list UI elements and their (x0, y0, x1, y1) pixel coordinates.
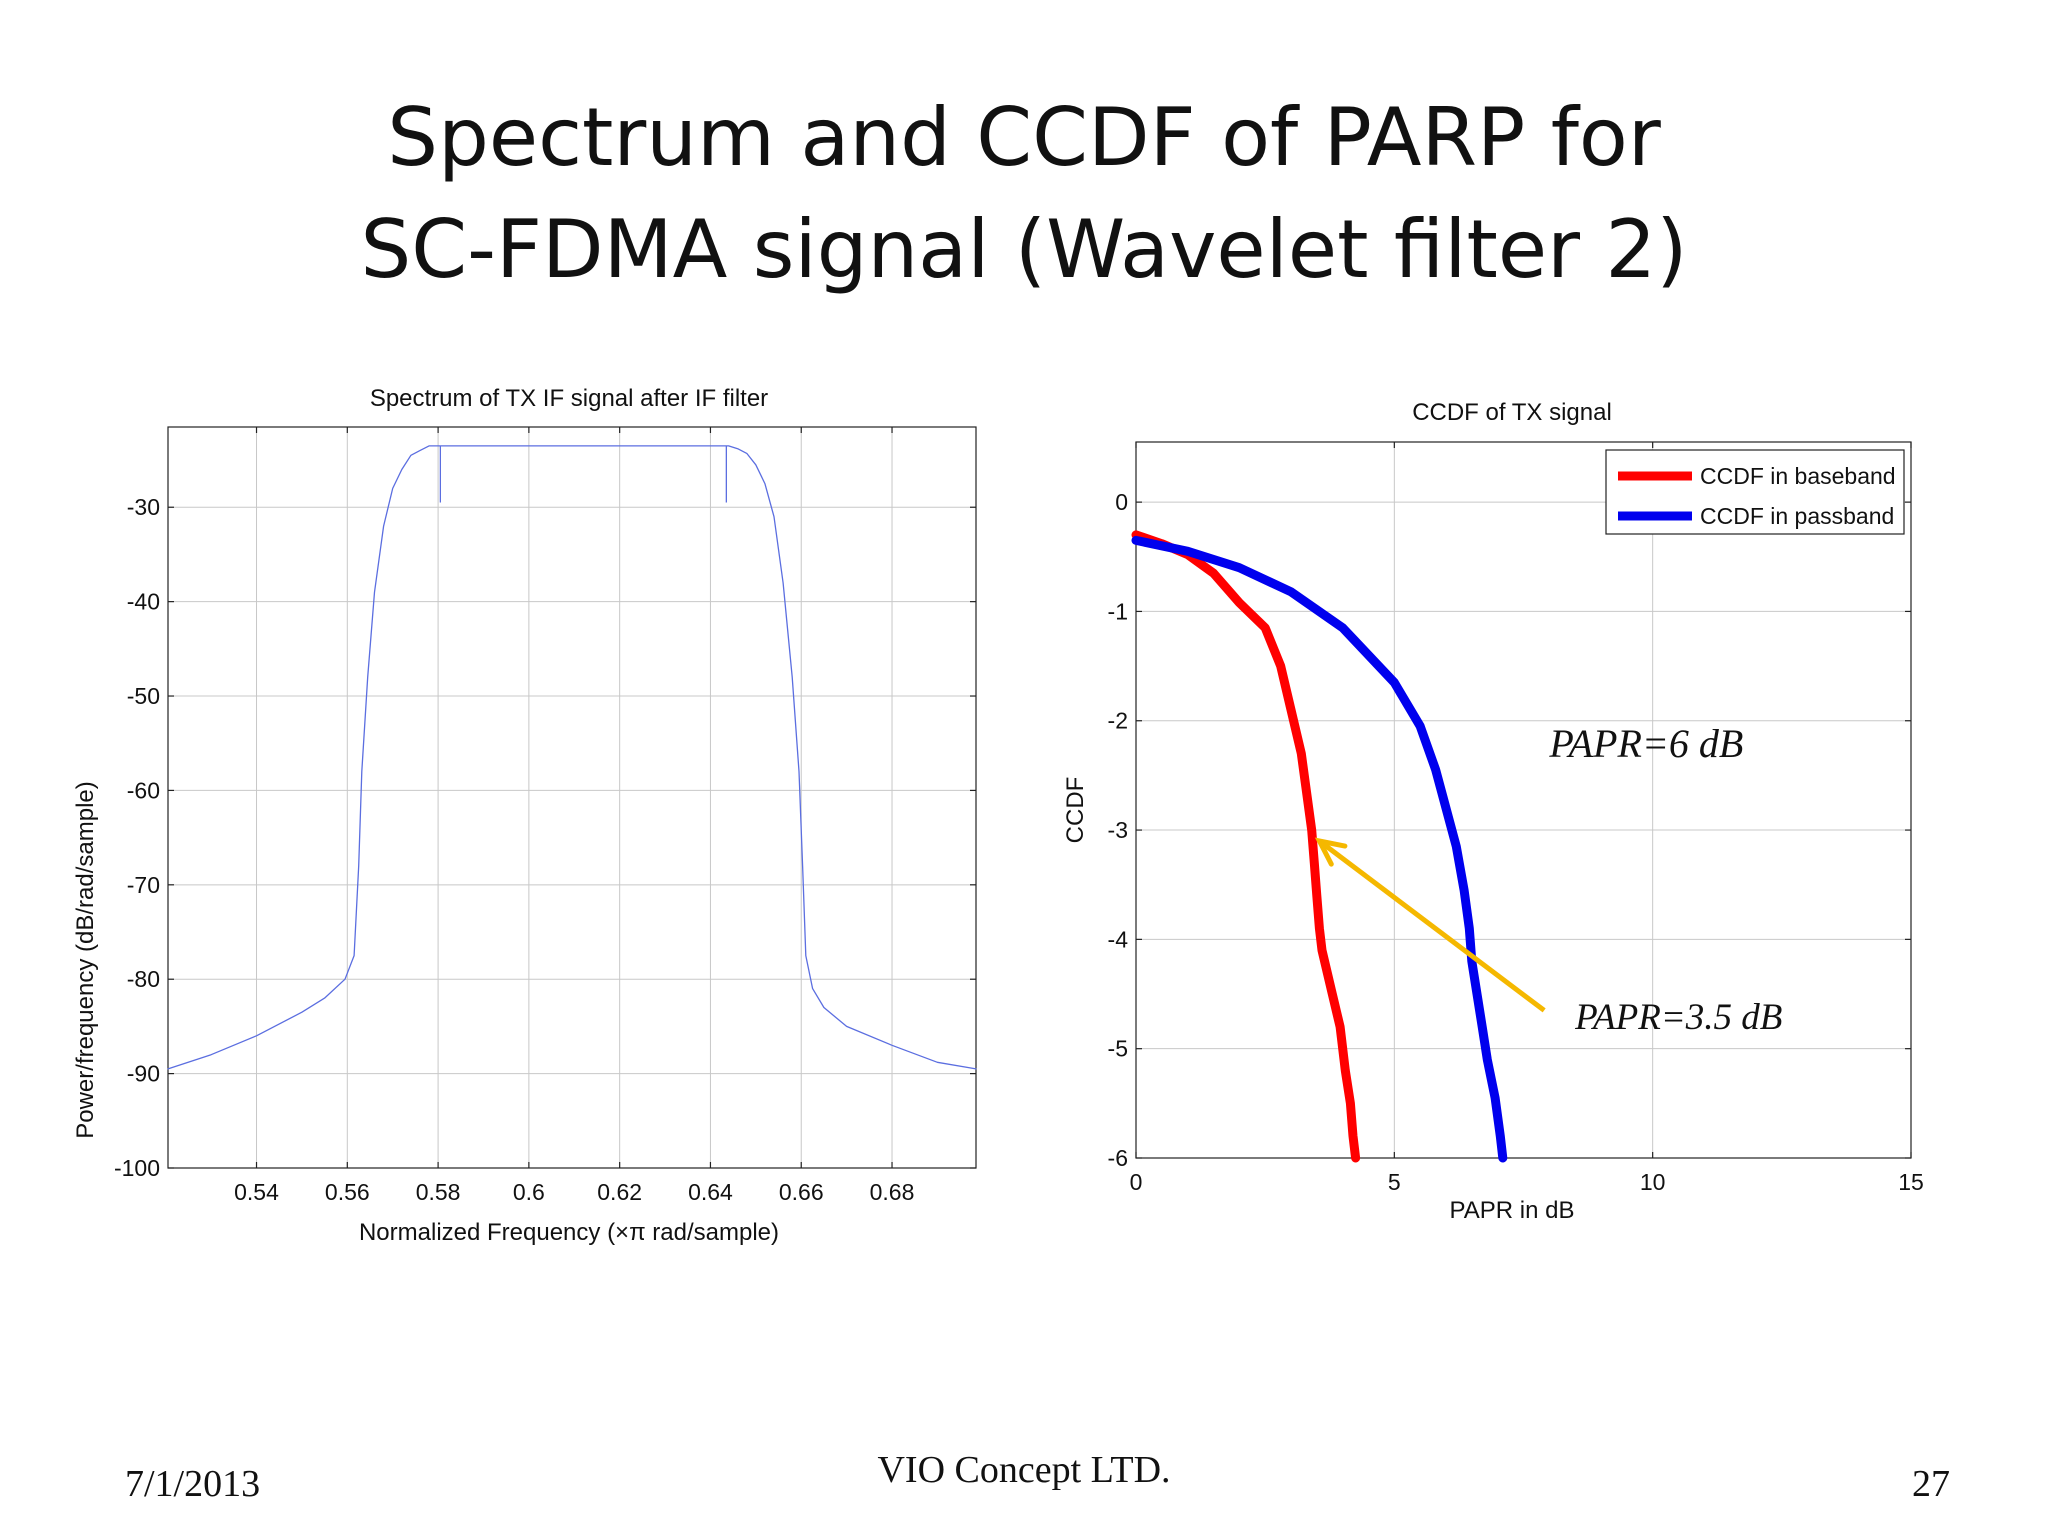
annotation-arrow (1317, 838, 1546, 1013)
papr-3-5db-annotation: PAPR=3.5 dB (1574, 997, 1782, 1038)
y-tick-label: -80 (127, 966, 160, 992)
ccdf-legend-label: CCDF in passband (1700, 503, 1894, 529)
y-tick-label: -2 (1108, 708, 1128, 734)
annotation-arrow-head (1314, 837, 1348, 867)
spectrum-chart-title: Spectrum of TX IF signal after IF filter (370, 385, 768, 412)
slide-title-line1: Spectrum and CCDF of PARP for (387, 91, 1661, 184)
y-tick-label: -1 (1108, 598, 1128, 624)
ccdf-baseband-line (1131, 530, 1361, 1163)
y-tick-label: -3 (1108, 817, 1128, 843)
x-tick-label: 0.62 (597, 1179, 642, 1205)
plot-frame (1135, 441, 1912, 1159)
y-tick-label: -4 (1108, 926, 1129, 952)
ccdf-x-axis-label: PAPR in dB (1450, 1197, 1575, 1224)
y-tick-label: -60 (127, 777, 160, 803)
footer-page-number: 27 (1912, 1463, 1950, 1505)
y-tick-label: -40 (127, 589, 160, 615)
x-tick-label: 0.66 (779, 1179, 824, 1205)
x-tick-label: 0.64 (688, 1179, 733, 1205)
y-tick-label: 0 (1115, 489, 1128, 515)
y-tick-label: -100 (114, 1155, 160, 1181)
spectrum-x-axis-label: Normalized Frequency (×π rad/sample) (359, 1219, 779, 1246)
x-tick-label: 0.58 (416, 1179, 461, 1205)
x-tick-label: 10 (1640, 1169, 1666, 1195)
spectrum-plot-area: 0.54 0.56 0.58 0.6 0.62 0.64 0.66 0.68 -30 -40 -50… (114, 426, 977, 1205)
x-tick-label: 0.54 (234, 1179, 279, 1205)
slide-title-line2: SC-FDMA signal (Wavelet filter 2) (360, 203, 1688, 296)
slide-title: Spectrum and CCDF of PARP for SC-FDMA si… (0, 82, 2048, 306)
spectrum-y-axis-label: Power/frequency (dB/rad/sample) (72, 781, 99, 1139)
spectrum-chart: Spectrum of TX IF signal after IF filter… (72, 385, 977, 1246)
x-tick-label: 5 (1388, 1169, 1401, 1195)
y-tick-label: -90 (127, 1061, 160, 1087)
papr-6db-annotation: PAPR=6 dB (1548, 721, 1743, 766)
plot-frame (167, 426, 977, 1169)
ccdf-chart: CCDF of TX signal PAPR in dB CCDF 0 5 10 15… (1062, 399, 1924, 1224)
y-tick-label: -5 (1108, 1036, 1128, 1062)
x-tick-label: 0.68 (870, 1179, 915, 1205)
ccdf-passband-line (1131, 535, 1508, 1163)
x-tick-label: 0.6 (513, 1179, 545, 1205)
ccdf-chart-title: CCDF of TX signal (1412, 399, 1612, 426)
x-tick-label: 0 (1130, 1169, 1143, 1195)
y-tick-label: -6 (1108, 1145, 1128, 1171)
ccdf-y-axis-label: CCDF (1062, 777, 1089, 844)
ccdf-legend-label: CCDF in baseband (1700, 463, 1896, 489)
y-tick-label: -30 (127, 494, 160, 520)
ccdf-legend: CCDF in baseband CCDF in passband (1605, 449, 1905, 535)
x-tick-label: 15 (1898, 1169, 1924, 1195)
y-tick-label: -70 (127, 872, 160, 898)
x-tick-label: 0.56 (325, 1179, 370, 1205)
spectrum-line (167, 445, 977, 1070)
footer-date: 7/1/2013 (125, 1463, 261, 1505)
footer-company: VIO Concept LTD. (877, 1449, 1171, 1491)
y-tick-label: -50 (127, 683, 160, 709)
